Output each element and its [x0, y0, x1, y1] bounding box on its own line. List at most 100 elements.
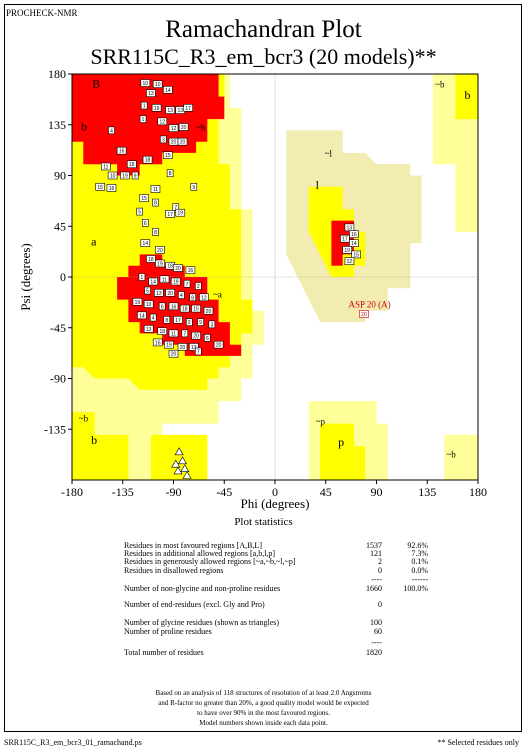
data-point: 4 — [178, 291, 185, 299]
data-point: 16 — [116, 146, 127, 155]
stats-row-label: Number of non-glycine and non-proline re… — [124, 584, 281, 593]
data-point-label: 16 — [109, 186, 115, 192]
data-point-label: 20 — [180, 345, 186, 351]
x-tick-label: -90 — [166, 485, 182, 499]
data-point: 20 — [155, 246, 165, 254]
data-point-box — [150, 185, 161, 193]
note-line: Based on an analysis of 118 structures o… — [155, 689, 372, 697]
stats-divider: ---- — [371, 575, 382, 584]
region-allowed-b-low — [72, 412, 129, 480]
data-point: 11 — [150, 185, 161, 193]
data-point: 15 — [191, 304, 201, 313]
data-point-label: 11 — [162, 277, 167, 283]
region-label: ~b — [79, 413, 89, 423]
data-point-box — [137, 311, 147, 320]
stats-row-value: 2 — [378, 557, 382, 566]
x-tick-label: -45 — [216, 485, 232, 499]
data-point-label: 18 — [148, 257, 154, 263]
region-allowed-p — [320, 423, 366, 480]
glycine-triangle — [173, 466, 183, 475]
data-point: 14 — [163, 85, 173, 94]
data-point: 18 — [157, 327, 168, 335]
x-tick-label: 0 — [272, 485, 278, 499]
data-point-label: 10 — [146, 302, 152, 308]
data-point-box — [138, 273, 146, 281]
page-frame — [4, 4, 522, 732]
data-point-box — [154, 288, 164, 297]
region-allowed-b-low2 — [150, 434, 208, 480]
data-point-box — [132, 298, 143, 306]
data-point-box — [183, 104, 193, 112]
data-point-box — [189, 293, 196, 302]
region-label: a — [91, 234, 97, 248]
data-point: 1 — [140, 101, 148, 110]
data-point-box — [195, 347, 202, 356]
data-point: 4 — [108, 126, 115, 134]
data-point-label: 6 — [206, 336, 209, 342]
data-point: 9 — [190, 182, 198, 191]
data-point-box — [163, 85, 173, 94]
stats-row-label: Number of proline residues — [124, 627, 212, 636]
data-point: 19 — [170, 277, 181, 286]
data-point: 16 — [106, 184, 117, 192]
data-point-box — [155, 259, 165, 268]
data-point-label: 12 — [347, 259, 353, 265]
data-point-label: 9 — [192, 185, 195, 191]
data-point-box — [166, 169, 174, 178]
data-point-label: 8 — [154, 230, 157, 236]
stats-row-value: 121 — [370, 549, 382, 558]
data-point: 15 — [351, 250, 362, 258]
data-point: 19 — [132, 298, 143, 306]
data-point-label: 15 — [353, 252, 359, 258]
region-label: B — [92, 77, 100, 91]
data-point-label: 7 — [183, 331, 186, 337]
data-point-box — [155, 246, 165, 254]
data-point-label: 15 — [193, 307, 199, 313]
data-point: 6 — [204, 334, 211, 342]
data-point-label: 17 — [342, 237, 348, 243]
data-point-label: 19 — [154, 106, 160, 112]
data-point: 12 — [344, 257, 355, 265]
x-tick-label: 135 — [418, 485, 436, 499]
data-point: 6 — [142, 219, 149, 227]
data-point-label: 20 — [206, 309, 212, 315]
data-point-box — [195, 282, 202, 290]
data-point-box — [151, 104, 162, 112]
data-point-box — [160, 135, 167, 144]
data-point-box — [191, 304, 201, 313]
region-label: ~b — [446, 449, 456, 459]
data-point-label: 11 — [153, 187, 158, 193]
data-point: 12 — [199, 293, 209, 301]
data-point-box — [185, 266, 196, 275]
data-point: 1 — [138, 273, 146, 281]
data-point: 13 — [143, 325, 154, 333]
data-point: 1 — [139, 115, 147, 123]
data-point-label: 7 — [197, 349, 200, 355]
program-name: PROCHECK-NMR — [6, 8, 78, 18]
data-point-label: 8 — [165, 318, 168, 324]
data-point: 17 — [173, 316, 183, 324]
stats-row-value: 0 — [378, 600, 382, 609]
data-point-label: 20 — [167, 291, 173, 297]
data-point-label: 10 — [155, 82, 161, 88]
y-tick-label: -90 — [50, 372, 66, 386]
data-point: 19 — [155, 259, 165, 268]
data-point-label: 19 — [122, 174, 128, 180]
data-point-label: 10 — [110, 174, 116, 180]
data-point-box — [208, 320, 216, 329]
data-point-label: 6 — [161, 304, 164, 310]
data-point-label: 8 — [191, 295, 194, 301]
data-point-box — [143, 325, 154, 333]
region-labels: Bb ~ba~a~ll~b~pp~bb~bb — [79, 77, 471, 460]
data-point: 20 — [165, 288, 175, 297]
region-label: p — [338, 435, 344, 449]
y-tick-label: 45 — [54, 219, 66, 233]
data-point: 8 — [152, 228, 159, 236]
data-point: 8 — [163, 316, 171, 324]
note-line: and R-factor no greater than 20%, a good… — [158, 699, 369, 707]
data-point: 13 — [146, 89, 156, 97]
data-point-box — [203, 307, 214, 315]
region-label: b — [91, 433, 97, 447]
data-point-box — [213, 340, 224, 349]
